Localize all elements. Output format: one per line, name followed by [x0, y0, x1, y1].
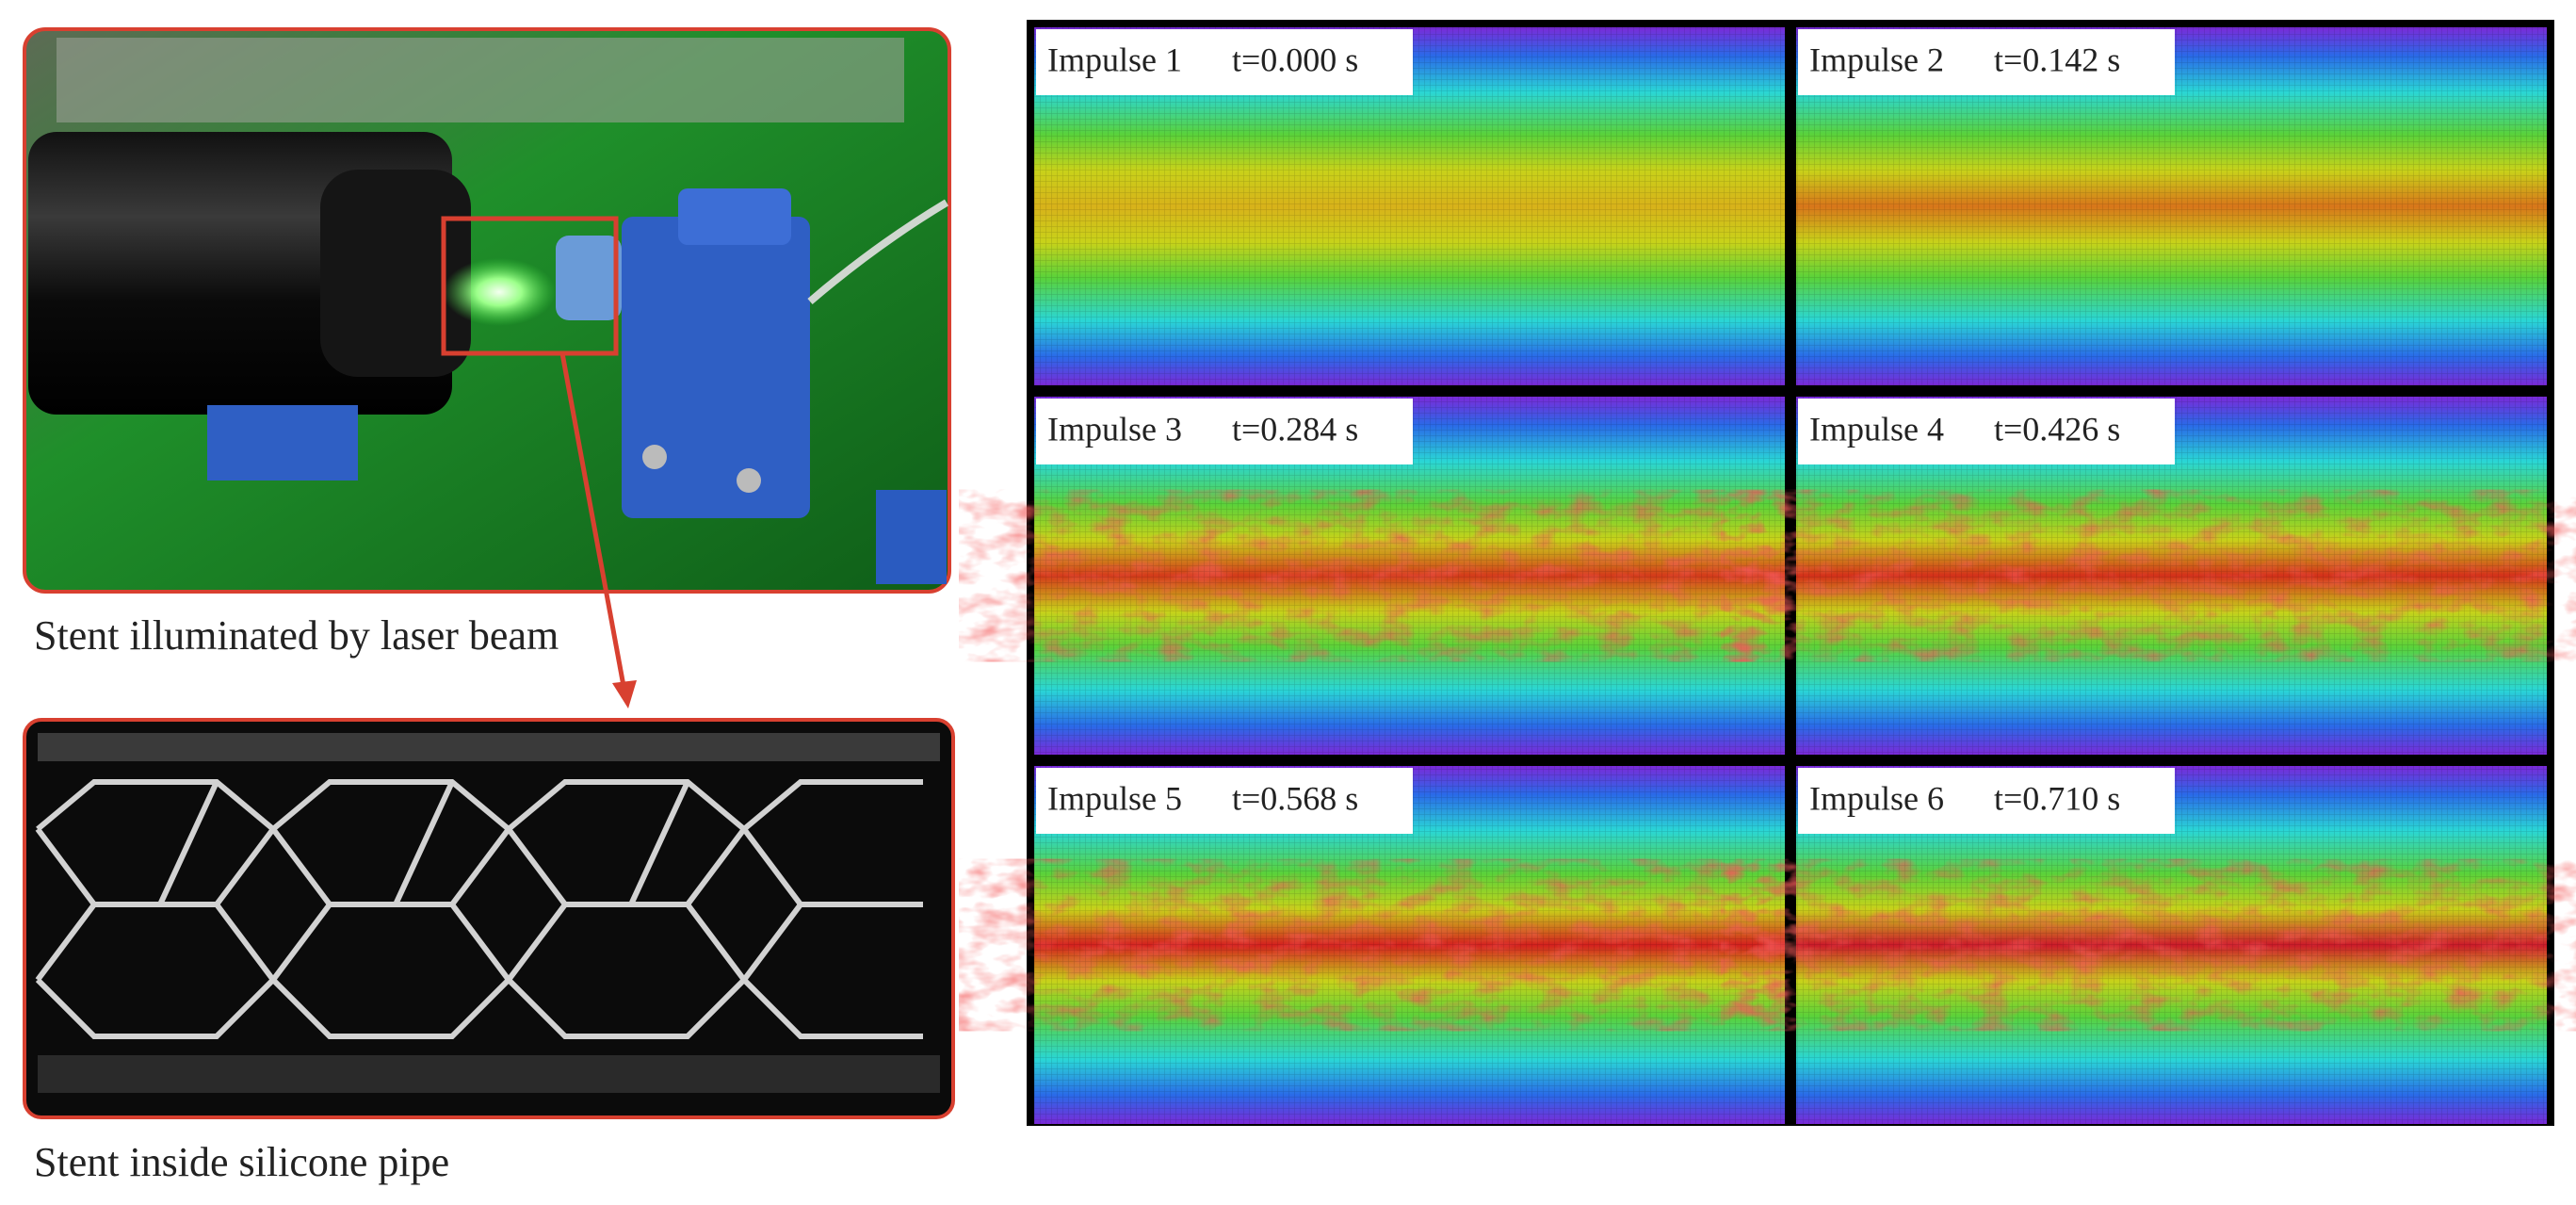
label-box: [1036, 768, 1413, 834]
panels: Impulse 1 t=0.000 s Impulse 2 t=0.142 sImpu…: [1034, 27, 2547, 1124]
caption-top: Stent illuminated by laser beam: [34, 612, 559, 659]
heatmap-panel: Impulse 5 t=0.568 s: [1034, 766, 1785, 1124]
label-box: [1798, 29, 2175, 95]
panel-time: t=0.142 s: [1994, 41, 2120, 78]
label-box: [1798, 399, 2175, 464]
label-box: [1036, 29, 1413, 95]
panel-label: Impulse 2: [1809, 41, 1944, 78]
panel-time: t=0.710 s: [1994, 779, 2120, 817]
pointer-arrow: [559, 352, 637, 708]
panel-label: Impulse 4: [1809, 410, 1944, 448]
panel-time: t=0.000 s: [1232, 41, 1358, 78]
heatmap-panel: Impulse 6 t=0.710 s: [1796, 766, 2547, 1124]
heatmap-panel: Impulse 4 t=0.426 s: [1796, 397, 2547, 755]
panel-label: Impulse 1: [1047, 41, 1182, 78]
label-box: [1798, 768, 2175, 834]
panel-label: Impulse 3: [1047, 410, 1182, 448]
label-box: [1036, 399, 1413, 464]
photo-stent: [23, 718, 955, 1119]
caption-bottom: Stent inside silicone pipe: [34, 1139, 449, 1185]
heatmap-panel: Impulse 2 t=0.142 s: [1796, 27, 2547, 385]
panel-time: t=0.284 s: [1232, 410, 1358, 448]
heatmap-panel: Impulse 3 t=0.284 s: [1034, 397, 1785, 755]
panel-time: t=0.568 s: [1232, 779, 1358, 817]
panel-label: Impulse 5: [1047, 779, 1182, 817]
photo-setup: [23, 27, 951, 594]
heatmap-panel: Impulse 1 t=0.000 s: [1034, 27, 1785, 385]
panel-time: t=0.426 s: [1994, 410, 2120, 448]
panel-label: Impulse 6: [1809, 779, 1944, 817]
